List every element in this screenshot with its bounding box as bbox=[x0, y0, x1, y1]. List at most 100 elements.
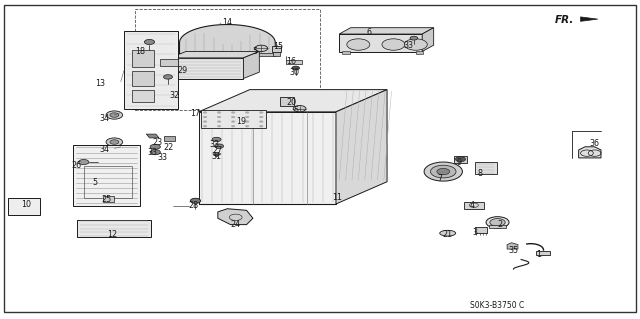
Polygon shape bbox=[170, 58, 243, 78]
Text: 24: 24 bbox=[230, 220, 241, 229]
Text: 19: 19 bbox=[236, 117, 246, 126]
Text: 33: 33 bbox=[403, 41, 413, 50]
Bar bbox=[272, 46, 281, 51]
Text: 34: 34 bbox=[100, 114, 110, 123]
Text: 15: 15 bbox=[273, 42, 284, 51]
Bar bbox=[164, 136, 175, 141]
Circle shape bbox=[203, 121, 207, 122]
Bar bbox=[132, 70, 154, 86]
Bar bbox=[280, 97, 294, 106]
Circle shape bbox=[145, 40, 155, 45]
Text: 35: 35 bbox=[508, 246, 518, 255]
Circle shape bbox=[404, 39, 428, 50]
Polygon shape bbox=[77, 220, 151, 237]
Text: 29: 29 bbox=[177, 66, 188, 75]
Text: 18: 18 bbox=[135, 47, 145, 56]
Circle shape bbox=[245, 125, 249, 127]
Circle shape bbox=[245, 121, 249, 122]
Text: 5: 5 bbox=[252, 47, 257, 56]
Polygon shape bbox=[198, 112, 336, 204]
Bar bbox=[273, 51, 280, 56]
Text: 12: 12 bbox=[108, 230, 118, 239]
Text: 16: 16 bbox=[286, 56, 296, 65]
Polygon shape bbox=[73, 145, 140, 205]
Bar bbox=[8, 197, 40, 215]
Text: 10: 10 bbox=[21, 200, 31, 209]
Circle shape bbox=[259, 125, 263, 127]
Text: 31: 31 bbox=[212, 152, 221, 161]
Bar bbox=[103, 196, 115, 202]
Text: 21: 21 bbox=[443, 230, 452, 239]
Circle shape bbox=[231, 116, 235, 118]
Circle shape bbox=[456, 157, 466, 162]
Text: 11: 11 bbox=[332, 193, 342, 202]
Bar bbox=[135, 9, 320, 110]
Text: 25: 25 bbox=[101, 195, 111, 204]
Text: 30: 30 bbox=[289, 68, 300, 77]
Circle shape bbox=[217, 112, 221, 114]
Text: 28: 28 bbox=[189, 201, 198, 210]
Circle shape bbox=[110, 140, 119, 144]
Circle shape bbox=[217, 116, 221, 118]
Circle shape bbox=[259, 116, 263, 118]
Polygon shape bbox=[179, 25, 275, 55]
Circle shape bbox=[203, 116, 207, 118]
Text: 34: 34 bbox=[100, 145, 110, 154]
Bar bbox=[464, 202, 484, 209]
Text: 22: 22 bbox=[164, 143, 174, 152]
Circle shape bbox=[231, 112, 235, 114]
Text: 2: 2 bbox=[497, 220, 502, 229]
Text: 20: 20 bbox=[286, 98, 296, 107]
Polygon shape bbox=[170, 51, 259, 58]
Bar bbox=[132, 50, 154, 67]
Circle shape bbox=[490, 219, 505, 226]
Circle shape bbox=[292, 66, 300, 70]
Circle shape bbox=[347, 39, 370, 50]
Ellipse shape bbox=[440, 230, 456, 236]
Circle shape bbox=[293, 106, 306, 112]
Circle shape bbox=[255, 45, 268, 51]
Polygon shape bbox=[580, 17, 598, 21]
Text: 13: 13 bbox=[95, 79, 105, 88]
Bar bbox=[342, 51, 350, 54]
Circle shape bbox=[437, 168, 450, 175]
Text: 36: 36 bbox=[589, 139, 600, 148]
Circle shape bbox=[106, 111, 123, 119]
Circle shape bbox=[79, 160, 89, 165]
Bar bbox=[474, 162, 497, 174]
Circle shape bbox=[150, 150, 161, 155]
Text: 33: 33 bbox=[210, 140, 220, 149]
Bar bbox=[416, 51, 424, 54]
Text: 5: 5 bbox=[293, 106, 298, 115]
Circle shape bbox=[217, 125, 221, 127]
Text: 8: 8 bbox=[477, 169, 482, 178]
Polygon shape bbox=[218, 209, 253, 225]
Polygon shape bbox=[212, 154, 221, 157]
Text: 7: 7 bbox=[438, 174, 443, 183]
Bar bbox=[286, 60, 302, 64]
Circle shape bbox=[424, 162, 463, 181]
Text: 14: 14 bbox=[223, 19, 232, 27]
Circle shape bbox=[486, 217, 509, 228]
Text: 33: 33 bbox=[157, 153, 167, 162]
Bar bbox=[474, 227, 487, 233]
Polygon shape bbox=[339, 28, 434, 34]
Text: FR.: FR. bbox=[555, 15, 574, 25]
Text: 26: 26 bbox=[71, 161, 81, 170]
Text: 27: 27 bbox=[212, 146, 223, 155]
Circle shape bbox=[431, 165, 456, 178]
Circle shape bbox=[212, 137, 221, 142]
Text: 32: 32 bbox=[170, 92, 179, 100]
Text: 9: 9 bbox=[457, 158, 462, 167]
Bar bbox=[454, 156, 467, 163]
Circle shape bbox=[410, 36, 418, 40]
Circle shape bbox=[245, 116, 249, 118]
Circle shape bbox=[110, 113, 119, 117]
Bar bbox=[132, 90, 154, 102]
Bar bbox=[536, 251, 550, 256]
Text: 33: 33 bbox=[148, 148, 157, 157]
Text: 23: 23 bbox=[152, 137, 162, 146]
Circle shape bbox=[106, 138, 123, 146]
Circle shape bbox=[92, 178, 104, 184]
Polygon shape bbox=[339, 34, 422, 51]
